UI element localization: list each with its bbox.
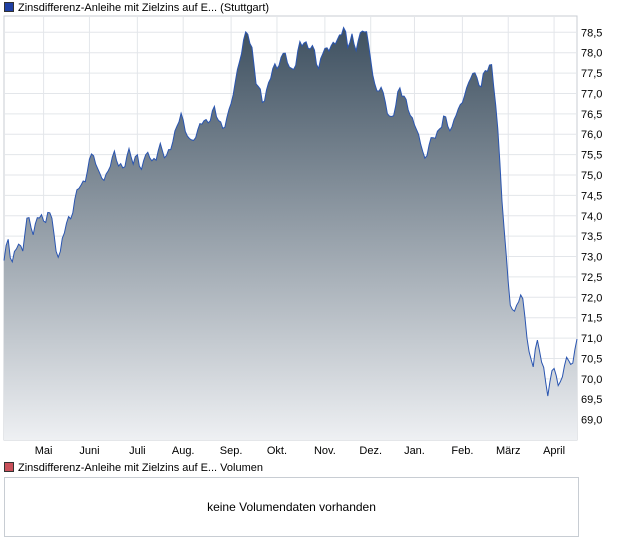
- price-legend: Zinsdifferenz-Anleihe mit Zielzins auf E…: [4, 1, 269, 15]
- y-tick-label: 76,5: [581, 109, 602, 121]
- y-tick-label: 72,5: [581, 272, 602, 284]
- x-tick-label-märz: März: [496, 445, 520, 457]
- y-tick-label: 71,5: [581, 313, 602, 325]
- price-legend-swatch: [4, 2, 14, 12]
- volume-panel: keine Volumendaten vorhanden: [4, 477, 579, 537]
- y-tick-label: 73,5: [581, 231, 602, 243]
- y-tick-label: 70,5: [581, 353, 602, 365]
- price-legend-label: Zinsdifferenz-Anleihe mit Zielzins auf E…: [18, 2, 270, 14]
- y-tick-label: 72,0: [581, 292, 602, 304]
- y-tick-label: 78,0: [581, 48, 602, 60]
- x-tick-label-juli: Juli: [129, 445, 146, 457]
- y-tick-label: 77,5: [581, 68, 602, 80]
- x-axis: Mai Juni Juli Aug. Sep. Okt. Nov. Dez. Jan. Feb. M…: [35, 445, 565, 457]
- y-tick-label: 69,0: [581, 415, 602, 427]
- x-tick-label-juni: Juni: [79, 445, 99, 457]
- x-tick-label-feb: Feb.: [451, 445, 473, 457]
- y-tick-label: 74,5: [581, 190, 602, 202]
- x-tick-label-okt: Okt.: [267, 445, 287, 457]
- x-tick-label-jan: Jan.: [404, 445, 425, 457]
- y-tick-label: 74,0: [581, 211, 602, 223]
- price-area: [4, 27, 577, 440]
- y-tick-label: 73,0: [581, 252, 602, 264]
- volume-legend-swatch: [4, 462, 14, 472]
- y-tick-label: 69,5: [581, 394, 602, 406]
- x-tick-label-april: April: [543, 445, 565, 457]
- y-axis: 69,0 69,5 70,0 70,5 71,0 71,5 72,0 72,5 73,0 73,5…: [581, 27, 602, 426]
- y-tick-label: 78,5: [581, 27, 602, 39]
- volume-empty-message: keine Volumendaten vorhanden: [207, 500, 376, 514]
- x-tick-label-nov: Nov.: [314, 445, 336, 457]
- y-tick-label: 75,5: [581, 150, 602, 162]
- volume-legend-label: Zinsdifferenz-Anleihe mit Zielzins auf E…: [18, 462, 263, 474]
- volume-legend: Zinsdifferenz-Anleihe mit Zielzins auf E…: [4, 461, 263, 475]
- x-tick-label-dez: Dez.: [359, 445, 382, 457]
- y-tick-label: 77,0: [581, 88, 602, 100]
- y-tick-label: 71,0: [581, 333, 602, 345]
- x-tick-label-aug: Aug.: [172, 445, 195, 457]
- y-tick-label: 76,0: [581, 129, 602, 141]
- x-tick-label-sep: Sep.: [220, 445, 243, 457]
- x-tick-label-mai: Mai: [35, 445, 53, 457]
- y-tick-label: 70,0: [581, 374, 602, 386]
- price-line: [3, 26, 578, 397]
- price-chart: 69,0 69,5 70,0 70,5 71,0 71,5 72,0 72,5 73,0 73,5…: [3, 15, 602, 457]
- y-tick-label: 75,0: [581, 170, 602, 182]
